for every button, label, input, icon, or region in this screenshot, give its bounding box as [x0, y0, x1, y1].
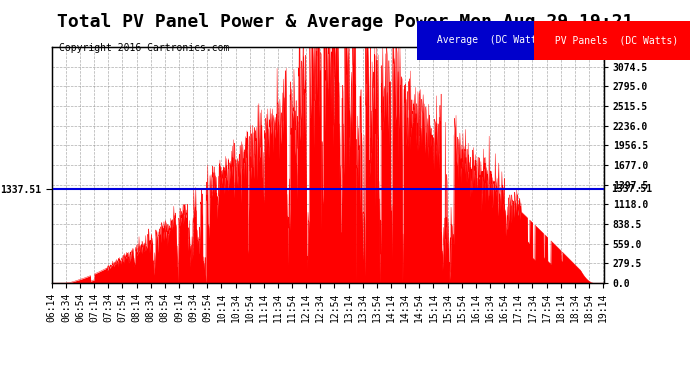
- Text: PV Panels  (DC Watts): PV Panels (DC Watts): [549, 35, 684, 45]
- Text: Copyright 2016 Cartronics.com: Copyright 2016 Cartronics.com: [59, 43, 229, 53]
- Text: Average  (DC Watts): Average (DC Watts): [431, 35, 555, 45]
- Text: Total PV Panel Power & Average Power Mon Aug 29 19:21: Total PV Panel Power & Average Power Mon…: [57, 13, 633, 31]
- Text: 1337.51: 1337.51: [611, 184, 652, 194]
